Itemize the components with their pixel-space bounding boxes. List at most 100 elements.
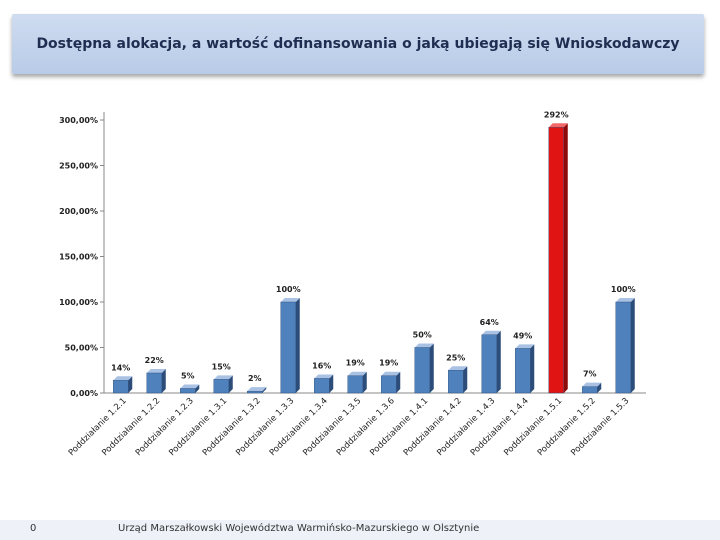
category-label: Poddziałanie 1.4.3 — [435, 396, 497, 458]
bar-front — [113, 380, 129, 394]
title-bar: Dostępna alokacja, a wartość dofinansowa… — [12, 14, 704, 74]
category-label: Poddziałanie 1.3.3 — [234, 396, 296, 458]
bar-9 — [381, 371, 401, 394]
bar-2 — [146, 368, 166, 394]
data-label: 7% — [583, 370, 597, 379]
bar-front — [414, 347, 430, 394]
bar-8 — [347, 371, 367, 394]
bar-chart: 0,00% 50,00% 100,00% 150,00% 200,00% 250,00% 3… — [59, 110, 646, 458]
bar-side — [496, 330, 501, 393]
category-label: Poddziałanie 1.3.5 — [301, 396, 363, 458]
bar-top — [448, 366, 468, 371]
y-tick-label: 250,00% — [59, 162, 98, 171]
bar-side — [228, 375, 233, 393]
bar-7 — [314, 374, 334, 394]
bar-side — [630, 298, 635, 393]
bar-front — [448, 370, 464, 394]
bar-top — [414, 343, 434, 348]
bar-1 — [113, 376, 133, 394]
bar-6 — [280, 298, 300, 394]
page-title: Dostępna alokacja, a wartość dofinansowa… — [36, 36, 680, 52]
y-tick-label: 300,00% — [59, 116, 98, 125]
bar-side — [563, 123, 568, 393]
bar-front — [180, 388, 196, 394]
data-label: 22% — [145, 356, 164, 365]
bar-top — [280, 298, 300, 302]
bar-front — [615, 301, 631, 394]
bar-front — [314, 378, 330, 394]
bar-front — [347, 375, 363, 394]
bar-front — [381, 375, 397, 394]
bar-side — [295, 298, 300, 393]
bar-front — [515, 348, 531, 394]
bar-top — [381, 371, 401, 376]
bar-top — [314, 374, 334, 379]
bar-front — [213, 379, 229, 394]
data-label: 100% — [611, 285, 636, 294]
chart-bars — [113, 123, 635, 394]
bar-side — [396, 371, 401, 393]
y-tick-label: 200,00% — [59, 207, 98, 216]
category-label: Poddziałanie 1.3.6 — [335, 396, 397, 458]
category-label: Poddziałanie 1.2.1 — [67, 396, 129, 458]
bar-side — [362, 371, 367, 393]
bar-front — [582, 386, 598, 394]
y-tick-label: 100,00% — [59, 298, 98, 307]
bar-top — [180, 384, 200, 389]
category-label: Poddziałanie 1.4.2 — [402, 396, 464, 458]
bar-front — [247, 390, 263, 394]
data-label: 15% — [212, 362, 231, 371]
category-label: Poddziałanie 1.3.2 — [201, 396, 263, 458]
footer-organization: Urząd Marszałkowski Województwa Warmińsk… — [118, 523, 480, 534]
y-tick-label: 0,00% — [70, 389, 98, 398]
bar-side — [161, 368, 166, 393]
bar-3 — [180, 384, 200, 394]
category-label: Poddziałanie 1.5.3 — [569, 396, 631, 458]
bar-15 — [582, 382, 602, 394]
bar-5 — [247, 387, 267, 394]
category-label: Poddziałanie 1.4.1 — [368, 396, 430, 458]
bar-side — [329, 374, 334, 393]
bar-top — [146, 368, 166, 373]
page-number: 0 — [30, 523, 37, 534]
bar-11 — [448, 366, 468, 394]
y-tick-label: 150,00% — [59, 253, 98, 262]
bar-top — [582, 382, 602, 387]
data-label: 25% — [446, 353, 465, 362]
data-label: 100% — [276, 285, 301, 294]
bar-side — [128, 376, 133, 393]
bar-top — [247, 387, 267, 392]
bar-top — [615, 298, 635, 302]
category-label: Poddziałanie 1.5.2 — [536, 396, 598, 458]
bar-top — [113, 376, 133, 381]
bar-14 — [548, 123, 568, 394]
data-label: 16% — [312, 361, 331, 370]
bar-front — [146, 372, 162, 394]
bar-front — [481, 334, 497, 394]
footer: 0 Urząd Marszałkowski Województwa Warmiń… — [0, 520, 720, 540]
bar-top — [548, 123, 568, 128]
bar-side — [463, 366, 468, 393]
data-label: 292% — [544, 110, 569, 119]
category-label: Poddziałanie 1.2.3 — [134, 396, 196, 458]
bar-top — [515, 344, 535, 349]
data-label: 14% — [111, 363, 130, 372]
bar-13 — [515, 344, 535, 394]
data-label: 19% — [346, 359, 365, 368]
data-label: 49% — [513, 331, 532, 340]
bar-4 — [213, 375, 233, 394]
bar-side — [530, 344, 535, 393]
bar-side — [195, 384, 200, 393]
bar-12 — [481, 330, 501, 394]
category-label: Poddziałanie 1.5.1 — [502, 396, 564, 458]
category-label: Poddziałanie 1.2.2 — [100, 396, 162, 458]
bar-top — [347, 371, 367, 376]
bar-side — [262, 387, 267, 393]
category-label: Poddziałanie 1.3.1 — [167, 396, 229, 458]
data-label: 2% — [248, 374, 262, 383]
bar-front — [548, 127, 564, 394]
category-label: Poddziałanie 1.3.4 — [268, 396, 330, 458]
category-label: Poddziałanie 1.4.4 — [469, 396, 531, 458]
bar-16 — [615, 298, 635, 394]
data-label: 50% — [413, 331, 432, 340]
